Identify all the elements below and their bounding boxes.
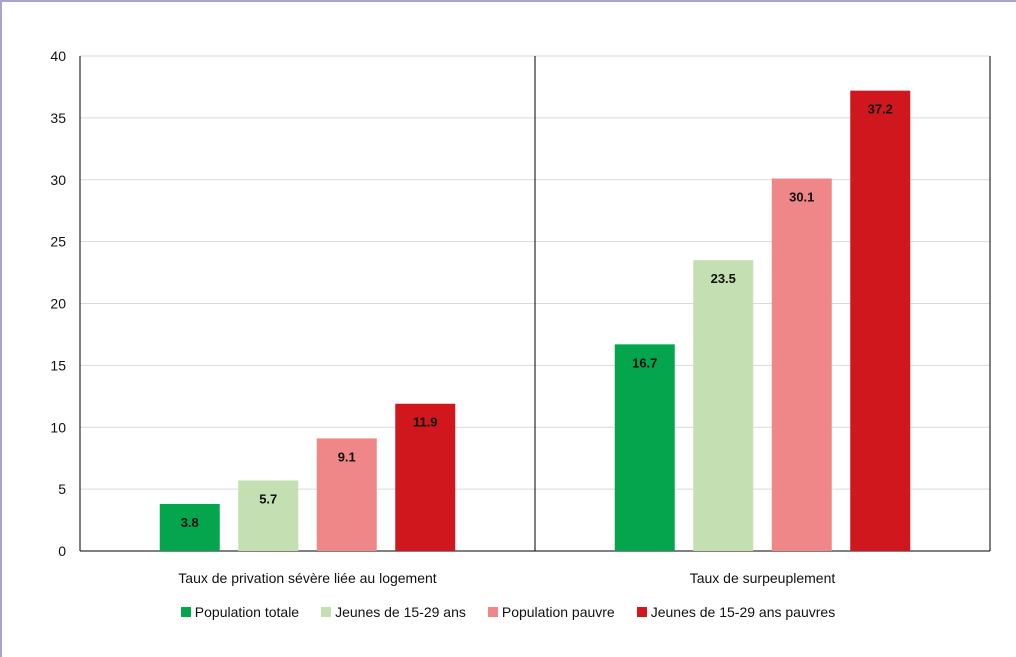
data-label: 37.2 (868, 102, 893, 117)
bar (614, 344, 675, 551)
data-label: 5.7 (259, 491, 277, 506)
legend-swatch (487, 607, 498, 617)
y-tick-label: 0 (58, 543, 66, 559)
y-tick-label: 25 (50, 234, 66, 250)
bar (693, 260, 754, 551)
y-tick-label: 35 (50, 110, 66, 126)
y-tick-label: 5 (58, 481, 66, 497)
data-label: 3.8 (181, 515, 199, 530)
bar (395, 403, 456, 551)
bar (850, 90, 911, 552)
y-tick-label: 30 (50, 172, 66, 188)
category-label: Taux de surpeuplement (690, 570, 836, 586)
data-label: 11.9 (413, 415, 438, 430)
legend-item: Population totale (180, 604, 300, 620)
legend-label: Population totale (194, 604, 300, 620)
data-label: 23.5 (711, 271, 736, 286)
legend-swatch (636, 607, 647, 617)
data-label: 16.7 (632, 355, 657, 370)
data-label: 9.1 (338, 449, 356, 464)
bar-chart: 0 5 10 15 20 25 30 35 40 3.8 5.7 9.1 11.9 Taux de pri… (50, 48, 991, 586)
data-label: 30.1 (789, 190, 814, 205)
category-label: Taux de privation sévère liée au logemen… (178, 570, 436, 586)
y-tick-label: 40 (50, 48, 66, 64)
legend-label: Population pauvre (501, 604, 615, 620)
y-tick-label: 20 (50, 296, 66, 312)
legend-label: Jeunes de 15-29 ans (335, 604, 466, 620)
bar (771, 178, 832, 551)
bar (238, 480, 299, 551)
legend: Population totale Jeunes de 15-29 ans Popu… (0, 604, 1016, 620)
bar (316, 438, 377, 551)
bar (159, 503, 220, 551)
legend-item: Jeunes de 15-29 ans (321, 604, 466, 620)
legend-swatch (180, 607, 191, 617)
y-tick-label: 15 (50, 357, 66, 373)
y-tick-label: 10 (50, 419, 66, 435)
legend-item: Population pauvre (487, 604, 615, 620)
legend-swatch (321, 607, 332, 617)
legend-item: Jeunes de 15-29 ans pauvres (636, 604, 836, 620)
legend-label: Jeunes de 15-29 ans pauvres (650, 604, 836, 620)
